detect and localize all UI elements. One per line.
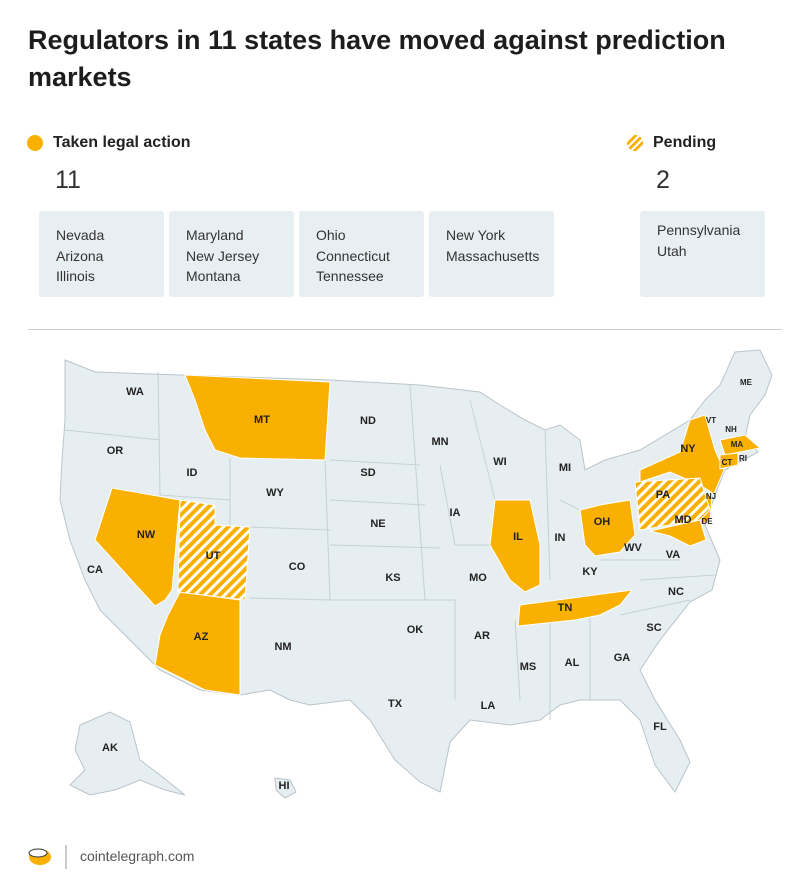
state-name: Illinois [56,268,95,284]
state-label: NM [274,641,291,653]
state-label: AR [474,630,490,642]
state-label: VA [666,549,681,561]
state-name: Pennsylvania [657,222,741,238]
state-label: AK [102,742,118,754]
state-label: SC [646,622,661,634]
land-hawaii [274,777,297,799]
state-label: NC [668,586,684,598]
logo-mark [28,848,48,858]
state-label: AL [565,657,580,669]
state-label: NY [680,443,696,455]
state-label: DE [701,517,713,526]
state-list: Ohio Connecticut Tennessee [299,211,424,297]
state-pending [177,499,251,601]
count: 2 [656,166,670,194]
state-label: NW [137,529,156,541]
state-label: ND [360,415,376,427]
states [94,374,762,696]
state-label: KS [385,572,400,584]
state-label: IN [555,532,566,544]
state-label: MT [254,414,270,426]
state-label: HI [279,780,290,792]
state-taken [517,589,634,627]
count: 11 [55,166,81,194]
title: Regulators in 11 states have moved again… [28,25,726,92]
state-taken [489,499,541,593]
state-label: ID [187,467,198,479]
state-label: IL [513,531,523,543]
state-label: IA [450,507,461,519]
state-label: PA [656,489,671,501]
state-label: MI [559,462,571,474]
state-label: CA [87,564,103,576]
state-name: Montana [186,268,241,284]
state-label: KY [582,566,598,578]
state-name: Nevada [56,227,105,243]
legend-taken: Taken legal action [27,134,191,152]
state-label: NJ [706,492,716,501]
state-list: Nevada Arizona Illinois [39,211,164,297]
state-label: TX [388,698,403,710]
state-label: MO [469,572,487,584]
land-alaska [69,711,186,796]
state-label: NE [370,518,385,530]
state-label: ME [740,378,753,387]
state-taken [184,374,331,461]
state-label: TN [558,602,573,614]
state-name: Ohio [316,227,346,243]
state-label: OK [407,624,424,636]
state-name: Maryland [186,227,244,243]
state-label: WV [624,542,642,554]
state-taken [719,434,762,456]
state-label: VT [706,416,716,425]
state-label: MS [520,661,537,673]
state-name: Connecticut [316,247,390,264]
state-label: CO [289,561,306,573]
legend-label: Pending [653,134,717,151]
state-taken [719,452,739,470]
state-label: MN [431,436,448,448]
legend-pending: Pending [627,134,716,152]
state-label: LA [481,700,496,712]
state-name: New Jersey [186,247,260,264]
state-label: WY [266,487,284,499]
state-label: GA [614,652,631,664]
legend-swatch [627,135,643,151]
state-label: WA [126,386,144,398]
state-name: Utah [657,242,687,259]
state-list: New York Massachusetts [429,211,554,297]
state-label: FL [653,721,667,733]
state-taken [154,591,241,696]
state-labels: MT NW AZ IL OH TN NY MA CT NJ MD UT PA WA OR CA ID WY CO NM… [87,378,753,792]
logo [28,845,67,869]
state-name: Tennessee [316,268,384,284]
state-label: UT [206,550,221,562]
legend-label: Taken legal action [53,134,191,151]
state-list: Maryland New Jersey Montana [169,211,294,297]
state-label: RI [739,454,747,463]
state-name: New York [446,227,506,243]
state-label: NH [725,425,737,434]
state-label: OR [107,445,124,457]
state-pending [634,477,711,531]
state-label: OH [594,516,611,528]
state-name: Massachusetts [446,247,540,264]
separator [28,329,782,330]
state-label: SD [360,467,375,479]
state-label: MD [674,514,691,526]
footer: cointelegraph.com [80,848,195,864]
state-label: AZ [194,631,209,643]
state-label: WI [493,456,506,468]
state-name: Arizona [56,247,104,264]
state-taken [639,414,725,495]
state-label: CT [722,458,733,467]
state-taken [579,499,636,557]
state-list: Pennsylvania Utah [640,211,765,297]
state-label: MA [731,440,744,449]
legend-swatch [27,135,43,151]
